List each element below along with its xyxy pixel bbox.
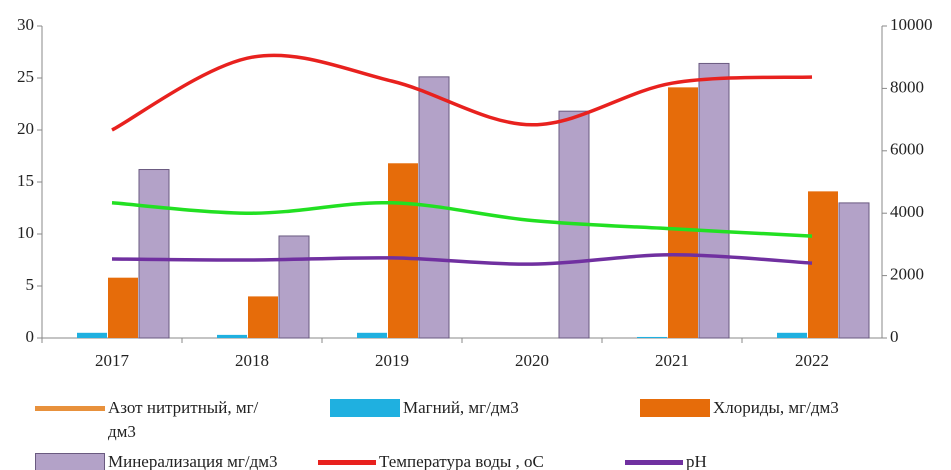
y-tick-label: 25 bbox=[17, 67, 34, 86]
line bbox=[111, 53, 813, 132]
legend-swatch bbox=[318, 459, 376, 465]
bar bbox=[357, 332, 387, 338]
bar bbox=[698, 62, 730, 339]
bar bbox=[248, 296, 278, 338]
y2-tick-label: 10000 bbox=[890, 15, 933, 34]
bar bbox=[138, 169, 170, 339]
legend-label: Минерализация мг/дм3 bbox=[108, 452, 278, 470]
bar bbox=[808, 191, 838, 338]
y-tick-label: 20 bbox=[17, 119, 34, 138]
bar bbox=[108, 277, 138, 338]
x-tick-label: 2018 bbox=[235, 351, 269, 370]
y2-tick-label: 4000 bbox=[890, 202, 924, 221]
y-tick-label: 30 bbox=[17, 15, 34, 34]
legend-swatch bbox=[625, 459, 683, 465]
y-tick-label: 5 bbox=[26, 275, 35, 294]
y2-tick-label: 0 bbox=[890, 327, 899, 346]
x-tick-label: 2019 bbox=[375, 351, 409, 370]
legend-label: Магний, мг/дм3 bbox=[403, 398, 519, 417]
x-tick-label: 2022 bbox=[795, 351, 829, 370]
x-tick-label: 2021 bbox=[655, 351, 689, 370]
line bbox=[111, 253, 813, 266]
bar bbox=[637, 336, 667, 338]
y2-tick-label: 8000 bbox=[890, 77, 924, 96]
bar bbox=[777, 332, 807, 338]
bar bbox=[278, 235, 310, 339]
y-tick-label: 15 bbox=[17, 171, 34, 190]
line bbox=[111, 200, 813, 238]
legend-swatch bbox=[330, 399, 400, 417]
legend-label: pH bbox=[686, 452, 707, 470]
x-tick-label: 2020 bbox=[515, 351, 549, 370]
legend-swatch bbox=[640, 399, 710, 417]
legend-label: Хлориды, мг/дм3 bbox=[713, 398, 839, 417]
bar bbox=[217, 334, 247, 338]
legend-swatch bbox=[35, 453, 105, 470]
legend-swatch bbox=[35, 405, 105, 411]
y-tick-label: 0 bbox=[26, 327, 35, 346]
y2-tick-label: 6000 bbox=[890, 140, 924, 159]
bar bbox=[388, 163, 418, 338]
y-tick-label: 10 bbox=[17, 223, 34, 242]
y2-tick-label: 2000 bbox=[890, 265, 924, 284]
bar bbox=[77, 332, 107, 338]
legend-label: Температура воды , оС bbox=[379, 452, 544, 470]
x-tick-label: 2017 bbox=[95, 351, 130, 370]
bar bbox=[838, 202, 870, 339]
legend-label: Азот нитритный, мг/дм3 bbox=[108, 398, 259, 441]
bar bbox=[668, 87, 698, 338]
